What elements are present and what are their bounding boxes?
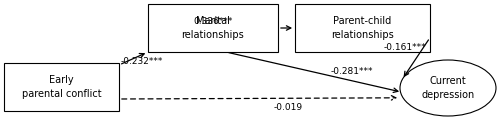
FancyBboxPatch shape	[295, 4, 430, 52]
Text: -0.161***: -0.161***	[384, 44, 426, 53]
Text: -0.019: -0.019	[274, 103, 302, 113]
Text: -0.281***: -0.281***	[331, 67, 373, 77]
Ellipse shape	[400, 60, 496, 116]
Text: Marital
relationships: Marital relationships	[182, 16, 244, 40]
Text: Current
depression: Current depression	[422, 76, 474, 100]
Text: -0.232***: -0.232***	[121, 57, 163, 66]
FancyBboxPatch shape	[4, 63, 119, 111]
Text: Parent-child
relationships: Parent-child relationships	[331, 16, 394, 40]
FancyBboxPatch shape	[148, 4, 278, 52]
Text: Early
parental conflict: Early parental conflict	[22, 75, 102, 99]
Text: 0.336***: 0.336***	[194, 18, 232, 27]
